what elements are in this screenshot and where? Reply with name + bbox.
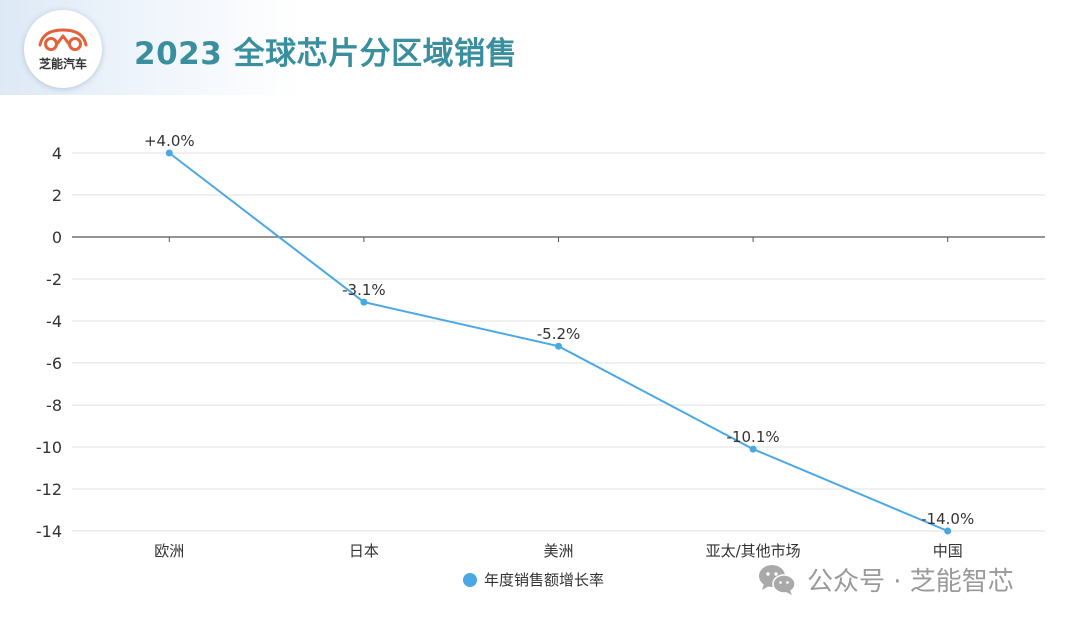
y-tick-label: -12 — [36, 480, 62, 499]
data-point — [749, 445, 757, 453]
data-point — [360, 298, 368, 306]
legend-label: 年度销售额增长率 — [484, 571, 605, 589]
legend-marker — [463, 572, 477, 587]
data-label: -3.1% — [342, 281, 386, 299]
x-tick-label: 中国 — [933, 542, 963, 560]
data-label: -14.0% — [921, 510, 974, 528]
x-tick-label: 亚太/其他市场 — [706, 542, 801, 560]
watermark-text: 公众号 · 芝能智芯 — [807, 567, 1014, 597]
y-tick-label: 0 — [52, 228, 62, 247]
y-tick-label: -14 — [36, 522, 62, 541]
brand-logo: 芝能汽车 — [24, 10, 102, 88]
y-tick-label: -2 — [46, 270, 62, 289]
y-tick-label: 2 — [52, 186, 62, 205]
page-title: 2023 全球芯片分区域销售 — [134, 36, 518, 72]
chart-legend[interactable]: 年度销售额增长率 — [463, 569, 604, 590]
data-label: +4.0% — [144, 132, 195, 150]
y-tick-label: 4 — [52, 144, 62, 163]
data-point — [165, 149, 173, 157]
car-logo-icon — [38, 27, 88, 51]
data-label: -10.1% — [727, 428, 780, 446]
data-point — [944, 527, 952, 535]
watermark: 公众号 · 芝能智芯 — [757, 561, 1014, 598]
y-tick-label: -4 — [46, 312, 62, 331]
x-tick-label: 欧洲 — [154, 542, 184, 560]
y-tick-label: -8 — [46, 396, 62, 415]
data-label: -5.2% — [537, 325, 581, 343]
x-tick-label: 美洲 — [543, 542, 573, 560]
x-tick-label: 日本 — [349, 542, 379, 560]
logo-text: 芝能汽车 — [38, 56, 87, 71]
y-tick-label: -10 — [36, 438, 62, 457]
wechat-icon — [759, 564, 796, 595]
y-tick-label: -6 — [46, 354, 62, 373]
data-point — [555, 342, 562, 350]
